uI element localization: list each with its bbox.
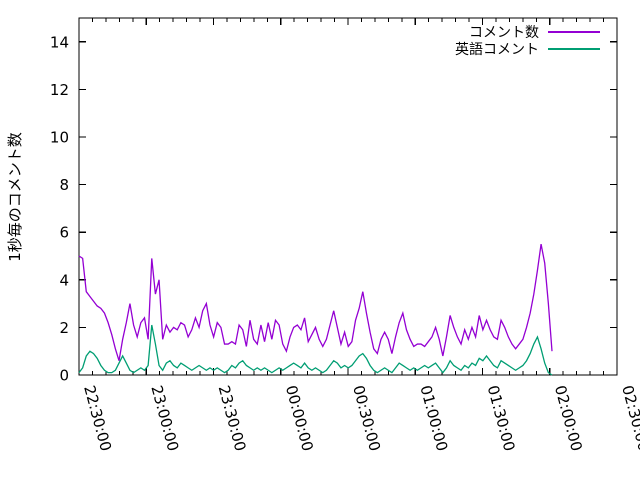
y-tick-label: 12 xyxy=(50,81,69,99)
series-line-2 xyxy=(78,324,553,376)
x-axis-ticks xyxy=(78,18,618,375)
y-tick-label: 0 xyxy=(59,367,69,385)
y-axis-ticks: 0 2 4 6 8 10 12 14 xyxy=(50,33,617,385)
legend-label-1: コメント数 xyxy=(469,25,539,41)
y-axis-title-text: 1秒毎のコメント数 xyxy=(6,132,24,262)
y-tick-label: 14 xyxy=(50,33,69,51)
y-tick-label: 4 xyxy=(59,271,69,289)
y-tick-label: 6 xyxy=(59,224,69,242)
y-tick-label: 8 xyxy=(59,176,69,194)
series-line-1 xyxy=(78,243,553,361)
legend-label-2: 英語コメント xyxy=(455,41,539,58)
y-tick-label: 2 xyxy=(59,319,69,337)
y-tick-label: 10 xyxy=(50,129,69,147)
y-axis-title: 1秒毎のコメント数 xyxy=(6,132,24,262)
data-series-group xyxy=(78,243,553,376)
